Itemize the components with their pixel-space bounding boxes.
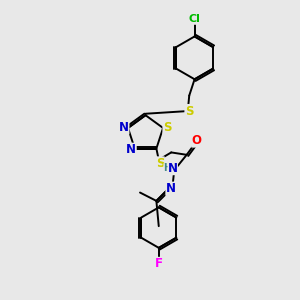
Text: N: N [119,121,129,134]
Text: S: S [185,105,194,118]
Text: F: F [155,257,163,270]
Text: H: H [164,164,172,173]
Text: N: N [126,143,136,156]
Text: N: N [166,182,176,195]
Text: S: S [156,157,164,170]
Text: N: N [168,162,178,175]
Text: O: O [192,134,202,147]
Text: S: S [163,121,172,134]
Text: Cl: Cl [189,14,200,24]
